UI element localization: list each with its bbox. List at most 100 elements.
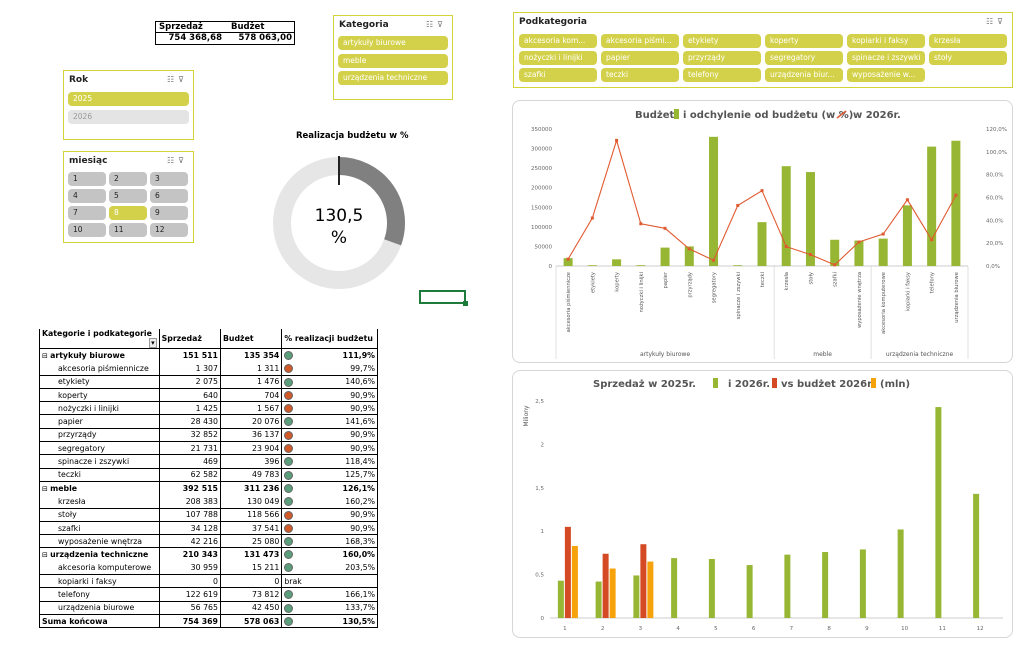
clear-filter-icon[interactable]: ⊽ (178, 75, 188, 84)
status-indicator-icon (284, 483, 294, 493)
selected-cell[interactable] (419, 290, 468, 306)
slicer-month-item-11[interactable]: 11 (109, 223, 147, 237)
slicer-category-item[interactable]: urządzenia techniczne (338, 71, 448, 85)
status-indicator-icon (284, 496, 294, 506)
slicer-year-item-2025[interactable]: 2025 (68, 92, 189, 106)
slicer-subcategory-item[interactable]: papier (601, 51, 679, 65)
multiselect-icon[interactable]: ☷ (166, 156, 179, 165)
bar-budget (781, 166, 791, 266)
collapse-icon[interactable]: ⊟ (42, 351, 51, 360)
pivot-cell-sales: 1 425 (159, 401, 221, 416)
pivot-cell-budget: 20 076 (220, 414, 283, 429)
slicer-month-item-10[interactable]: 10 (68, 223, 106, 237)
x-tick-label: etykiety (590, 272, 596, 293)
clear-filter-icon[interactable]: ⊽ (178, 156, 188, 165)
bar-2025 (595, 581, 602, 618)
x-tick-label: 8 (827, 626, 831, 632)
slicer-subcategory-item[interactable]: krzesła (929, 34, 1007, 48)
pivot-row-label: Suma końcowa (42, 616, 108, 626)
slicer-month-item-4[interactable]: 4 (68, 189, 106, 203)
slicer-month-item-2[interactable]: 2 (109, 172, 147, 186)
pivot-cell-name: kopiarki i faksy (39, 574, 160, 589)
multiselect-icon[interactable]: ☷ (985, 17, 998, 26)
slicer-category-item[interactable]: meble (338, 54, 448, 68)
pivot-cell-sales: 754 369 (159, 613, 221, 629)
slicer-year-title: Rok (69, 75, 89, 85)
slicer-subcategory-item[interactable]: koperty (765, 34, 843, 48)
slicer-month-item-6[interactable]: 6 (150, 189, 188, 203)
slicer-subcategory-item[interactable]: kopiarki i faksy (847, 34, 925, 48)
bar-budżet-2026 (571, 545, 578, 618)
line-point (663, 226, 667, 230)
pivot-row-label: koperty (58, 390, 88, 400)
y-axis-label: Miliony (523, 405, 530, 427)
pivot-cell-pct: 166,1% (281, 587, 378, 602)
multiselect-icon[interactable]: ☷ (166, 75, 179, 84)
slicer-subcategory-item[interactable]: akcesoria kom... (519, 34, 597, 48)
slicer-month-item-5[interactable]: 5 (109, 189, 147, 203)
slicer-subcategory-item[interactable]: wyposażenie w... (847, 68, 925, 82)
slicer-subcategory-item[interactable]: przyrządy (683, 51, 761, 65)
y-tick: 2 (541, 442, 545, 448)
slicer-month-item-3[interactable]: 3 (150, 172, 188, 186)
slicer-year: Rok ☷⊽ 2025 2026 (63, 70, 194, 140)
slicer-subcategory-item[interactable]: segregatory (765, 51, 843, 65)
bar-2025 (746, 565, 753, 618)
status-indicator-icon (284, 537, 294, 547)
collapse-icon[interactable]: ⊟ (42, 551, 51, 560)
pivot-cell-pct: 90,9% (281, 388, 378, 403)
pivot-row-label: krzesła (58, 496, 86, 506)
y-tick-right: 40,0% (986, 218, 1003, 224)
slicer-subcategory-item[interactable]: stoły (929, 51, 1007, 65)
pivot-cell-name[interactable]: ⊟ urządzenia techniczne (39, 547, 160, 562)
status-indicator-icon (284, 430, 294, 440)
filter-dropdown-icon[interactable]: ▾ (149, 338, 157, 348)
slicer-year-item-2026[interactable]: 2026 (68, 110, 189, 124)
slicer-month-item-7[interactable]: 7 (68, 206, 106, 220)
y-tick-right: 0,0% (986, 264, 1000, 270)
slicer-month-item-12[interactable]: 12 (150, 223, 188, 237)
line-point (881, 232, 885, 236)
slicer-subcategory-item[interactable]: urządzenia biur... (765, 68, 843, 82)
slicer-category-item[interactable]: artykuły biurowe (338, 36, 448, 50)
slicer-subcategory-item[interactable]: teczki (601, 68, 679, 82)
clear-filter-icon[interactable]: ⊽ (437, 20, 447, 29)
pivot-row-label: urządzenia techniczne (50, 550, 149, 560)
slicer-subcategory-item[interactable]: szafki (519, 68, 597, 82)
slicer-subcategory-item[interactable]: akcesoria piśmi... (601, 34, 679, 48)
pivot-category-row: ⊟ urządzenia techniczne 210 343 131 473 160… (39, 547, 378, 562)
x-tick-label: 4 (676, 626, 680, 632)
pivot-cell-name: telefony (39, 587, 160, 602)
x-tick-label: kopiarki i faksy (905, 272, 911, 311)
pivot-cell-budget: 73 812 (220, 587, 283, 602)
bar-2025 (671, 558, 678, 618)
x-tick-label: krzesła (784, 272, 790, 290)
pivot-cell-name[interactable]: ⊟ meble (39, 481, 160, 495)
pivot-header-category[interactable]: Kategorie i podkategorie ▾ (39, 329, 160, 349)
x-tick-label: urządzenia biurowe (954, 272, 960, 323)
bar-budget (709, 136, 719, 266)
clear-filter-icon[interactable]: ⊽ (997, 17, 1007, 26)
slicer-month-item-1[interactable]: 1 (68, 172, 106, 186)
pivot-pct-value: 111,9% (342, 350, 375, 360)
line-point (857, 240, 861, 244)
pivot-subcategory-row: etykiety 2 075 1 476 140,6% (39, 375, 378, 389)
slicer-month-item-8[interactable]: 8 (109, 206, 147, 220)
slicer-subcategory-item[interactable]: telefony (683, 68, 761, 82)
collapse-icon[interactable]: ⊟ (42, 484, 51, 493)
pivot-table: Kategorie i podkategorie ▾ Sprzedaż Budże… (39, 329, 378, 629)
slicer-subcategory-item[interactable]: nożyczki i linijki (519, 51, 597, 65)
y-tick: 0,5 (535, 573, 544, 579)
x-tick-label: papier (663, 271, 669, 288)
slicer-subcategory-item[interactable]: etykiety (683, 34, 761, 48)
chart-title: Sprzedaż w 2025r. i 2026r. vs budżet 2026r… (593, 378, 910, 390)
x-tick-label: stoły (808, 272, 814, 284)
multiselect-icon[interactable]: ☷ (425, 20, 438, 29)
slicer-subcategory-item[interactable]: spinacze i zszywki (847, 51, 925, 65)
pivot-cell-sales: 469 (159, 454, 221, 469)
slicer-month-item-9[interactable]: 9 (150, 206, 188, 220)
pivot-subcategory-row: teczki 62 582 49 783 125,7% (39, 468, 378, 482)
status-indicator-icon (284, 377, 294, 387)
line-point (760, 189, 764, 193)
pivot-cell-name[interactable]: ⊟ artykuły biurowe (39, 348, 160, 362)
